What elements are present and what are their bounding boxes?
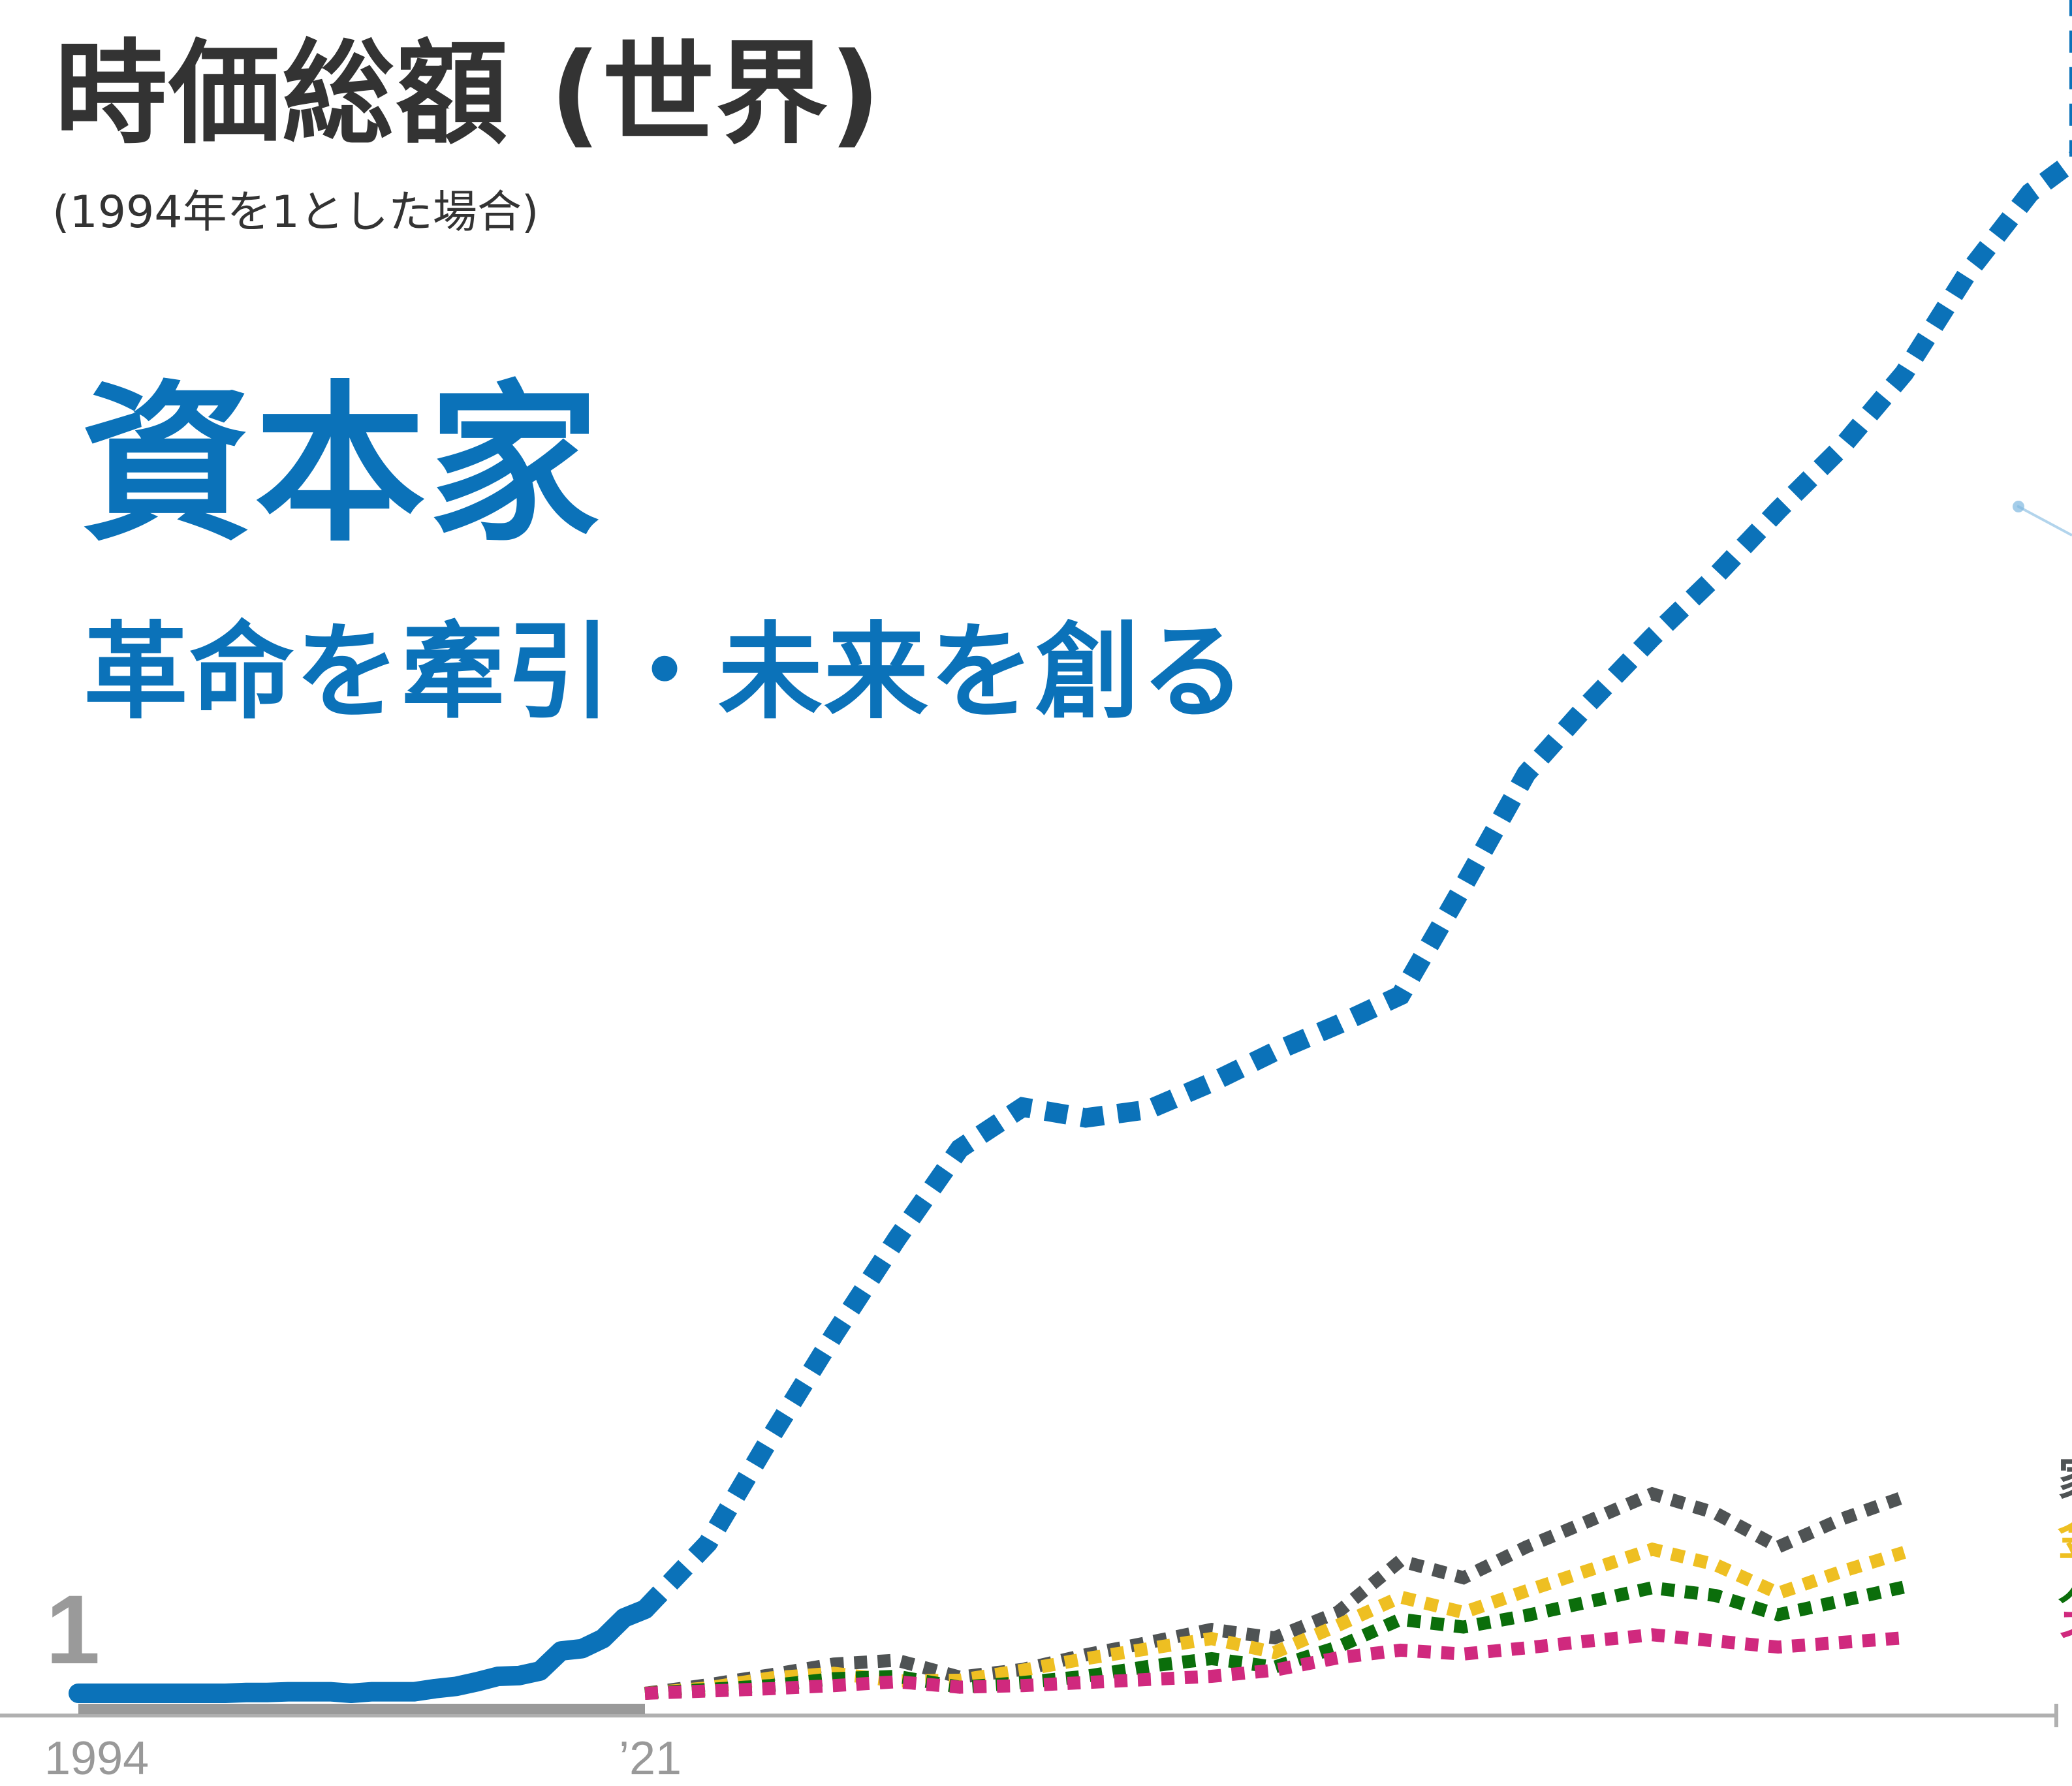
- reference-label: 1: [46, 1574, 100, 1684]
- series-forecast-line: [638, 0, 2072, 1616]
- series-end-label: 家: [2058, 1452, 2072, 1508]
- series-forecast-line: [644, 1486, 1907, 1700]
- series-end-label: ネ: [2058, 1600, 2072, 1656]
- chart-title: 時価総額 (世界): [55, 28, 883, 159]
- tagline: 革命を牽引・未来を創る: [84, 611, 1248, 733]
- series-end-label: 人: [2058, 1554, 2072, 1610]
- decorative-glow-dot: [2013, 501, 2024, 512]
- decorative-glow-line: [2017, 505, 2072, 537]
- label-layer: 家金人ネ: [2058, 1452, 2072, 1656]
- x-tick-label: ’21: [619, 1732, 682, 1785]
- x-tick-label: 1994: [44, 1732, 149, 1785]
- headline: 資本家: [81, 366, 602, 565]
- chart-subtitle: (1994年を1とした場合): [52, 187, 539, 238]
- series-layer: [69, 0, 2072, 1703]
- series-history-line: [69, 1599, 655, 1703]
- series-end-label: 金: [2058, 1511, 2072, 1567]
- axis-layer: 1994 ’21 1: [0, 1574, 2058, 1785]
- series-forecast-line: [644, 1542, 1906, 1700]
- series-forecast-line: [644, 1580, 1906, 1700]
